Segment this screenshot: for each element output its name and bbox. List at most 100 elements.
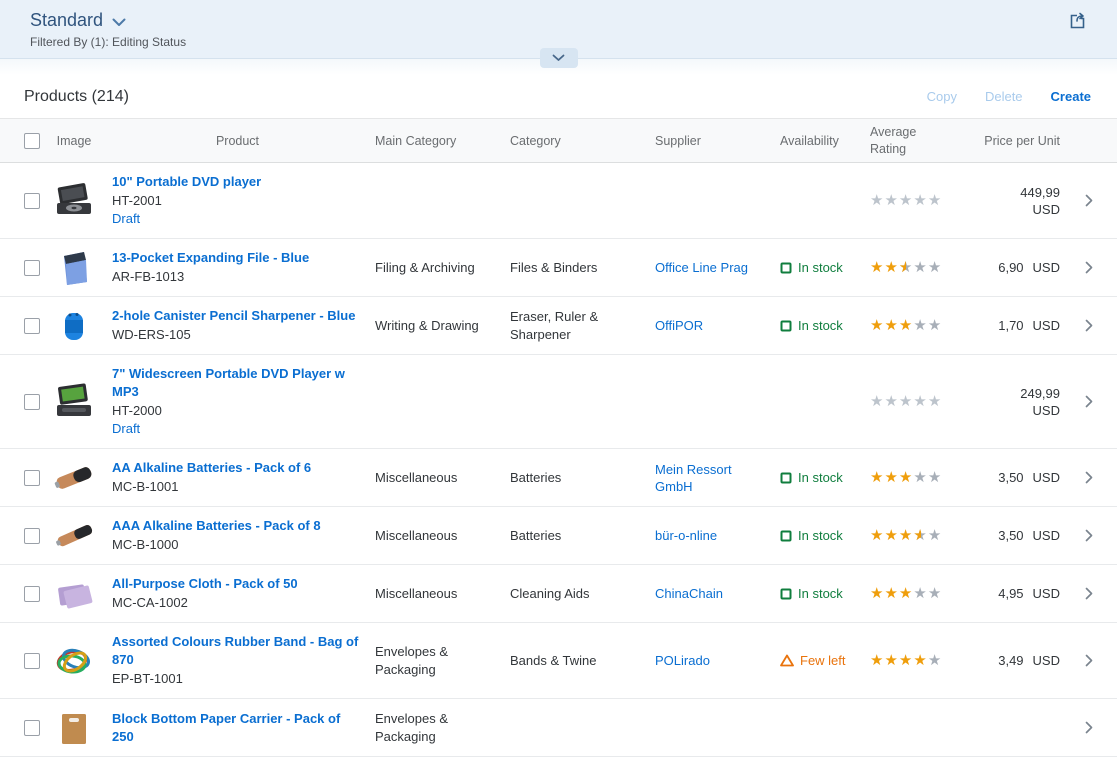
chevron-right-icon[interactable] <box>1085 471 1093 484</box>
column-header-average-rating[interactable]: Average Rating <box>870 124 917 156</box>
price-currency: USD <box>1032 470 1060 485</box>
supplier-link[interactable]: OffiPOR <box>655 318 704 333</box>
category: Bands & Twine <box>510 652 597 668</box>
price: 6,90 USD <box>990 259 1060 276</box>
product-image-battery-aa <box>52 458 96 498</box>
share-button[interactable] <box>1066 9 1089 35</box>
table-row[interactable]: All-Purpose Cloth - Pack of 50 MC-CA-1002… <box>0 565 1117 623</box>
chevron-right-icon[interactable] <box>1085 395 1093 408</box>
row-checkbox[interactable] <box>0 719 48 736</box>
square-outline-icon <box>780 262 792 274</box>
availability-cell: Few left <box>780 653 870 668</box>
average-rating-stars: ★ ★ ★ ★ ★ <box>870 191 943 209</box>
column-header-price-per-unit[interactable]: Price per Unit <box>984 133 1060 148</box>
create-button[interactable]: Create <box>1050 89 1091 104</box>
supplier-link[interactable]: POLirado <box>655 653 710 668</box>
product-link[interactable]: AA Alkaline Batteries - Pack of 6 <box>112 460 312 475</box>
row-checkbox[interactable] <box>0 192 48 209</box>
supplier-link[interactable]: Office Line Prag <box>655 260 748 275</box>
table-row[interactable]: AAA Alkaline Batteries - Pack of 8 MC-B-1… <box>0 507 1117 565</box>
column-header-main-category[interactable]: Main Category <box>375 133 457 148</box>
table-row[interactable]: Assorted Colours Rubber Band - Bag of 87… <box>0 623 1117 699</box>
row-checkbox[interactable] <box>0 585 48 602</box>
product-link[interactable]: AAA Alkaline Batteries - Pack of 8 <box>112 518 321 533</box>
product-link[interactable]: 7" Widescreen Portable DVD Player w MP3 <box>112 366 345 399</box>
product-link[interactable]: 2-hole Canister Pencil Sharpener - Blue <box>112 308 356 323</box>
chevron-down-icon[interactable] <box>112 18 126 27</box>
row-checkbox[interactable] <box>0 469 48 486</box>
price-currency: USD <box>1032 201 1060 217</box>
availability-cell: In stock <box>780 318 870 333</box>
column-header-product[interactable]: Product <box>215 133 260 148</box>
chevron-right-icon[interactable] <box>1085 529 1093 542</box>
chevron-right-icon[interactable] <box>1085 319 1093 332</box>
product-link[interactable]: 13-Pocket Expanding File - Blue <box>112 250 310 265</box>
table-row[interactable]: AA Alkaline Batteries - Pack of 6 MC-B-10… <box>0 449 1117 507</box>
product-id: HT-2001 <box>112 193 162 208</box>
main-category: Miscellaneous <box>375 527 458 543</box>
price: 3,50 USD <box>990 469 1060 486</box>
warning-triangle-icon <box>780 654 794 667</box>
product-id: MC-B-1001 <box>112 479 179 494</box>
table-title: Products (214) <box>24 87 129 105</box>
chevron-right-icon[interactable] <box>1085 654 1093 667</box>
row-checkbox[interactable] <box>0 527 48 544</box>
product-image-rubber-bands <box>52 641 96 681</box>
table-row[interactable]: 2-hole Canister Pencil Sharpener - Blue W… <box>0 297 1117 355</box>
variant-title[interactable]: Standard <box>30 10 104 30</box>
chevron-right-icon[interactable] <box>1085 721 1093 734</box>
row-checkbox[interactable] <box>0 393 48 410</box>
supplier-link[interactable]: ChinaChain <box>655 586 723 601</box>
average-rating-stars: ★★★★★★ <box>870 526 943 544</box>
table-row[interactable]: 13-Pocket Expanding File - Blue AR-FB-101… <box>0 239 1117 297</box>
row-checkbox[interactable] <box>0 317 48 334</box>
product-image-paper-carrier <box>54 708 94 748</box>
price-currency: USD <box>1032 528 1060 543</box>
availability-text: In stock <box>798 318 843 333</box>
copy-button[interactable]: Copy <box>926 89 957 104</box>
product-status: Draft <box>112 211 141 226</box>
product-link[interactable]: All-Purpose Cloth - Pack of 50 <box>112 576 298 591</box>
availability-text: In stock <box>798 528 843 543</box>
product-link[interactable]: 10" Portable DVD player <box>112 174 262 189</box>
column-header-category[interactable]: Category <box>510 133 561 148</box>
square-outline-icon <box>780 530 792 542</box>
product-image-battery-aaa <box>52 516 96 556</box>
row-checkbox[interactable] <box>0 652 48 669</box>
table-row[interactable]: Block Bottom Paper Carrier - Pack of 250… <box>0 699 1117 757</box>
table-row[interactable]: 7" Widescreen Portable DVD Player w MP3 H… <box>0 355 1117 449</box>
price-amount: 1,70 <box>998 318 1024 333</box>
column-header-supplier[interactable]: Supplier <box>655 133 701 148</box>
product-id: HT-2000 <box>112 403 162 418</box>
price: 449,99 USD <box>990 184 1060 218</box>
row-checkbox[interactable] <box>0 259 48 276</box>
table-row[interactable]: 10" Portable DVD player HT-2001 Draft ★ ★ ★ ★ ★… <box>0 163 1117 239</box>
supplier-link[interactable]: Mein Ressort GmbH <box>655 461 732 494</box>
price-amount: 6,90 <box>998 260 1024 275</box>
product-image-expanding-file <box>54 248 94 288</box>
category: Eraser, Ruler & Sharpener <box>510 308 599 342</box>
category: Files & Binders <box>510 259 598 275</box>
product-link[interactable]: Block Bottom Paper Carrier - Pack of 250 <box>112 710 341 744</box>
product-id: AR-FB-1013 <box>112 269 185 284</box>
delete-button[interactable]: Delete <box>984 89 1023 104</box>
product-image-dvd-player-green <box>53 382 95 422</box>
availability-cell: In stock <box>780 528 870 543</box>
average-rating-stars: ★★★★★★ <box>870 258 943 276</box>
product-link[interactable]: Assorted Colours Rubber Band - Bag of 87… <box>112 634 359 667</box>
main-category: Miscellaneous <box>375 585 458 601</box>
expand-header-button[interactable] <box>539 48 578 68</box>
column-header-availability[interactable]: Availability <box>780 133 839 148</box>
table-body: 10" Portable DVD player HT-2001 Draft ★ ★ ★ ★ ★… <box>0 163 1117 757</box>
chevron-right-icon[interactable] <box>1085 261 1093 274</box>
filter-bar: Standard Filtered By (1): Editing Status <box>0 0 1117 68</box>
select-all-checkbox[interactable] <box>0 132 48 149</box>
supplier-link[interactable]: bür-o-nline <box>655 528 718 543</box>
chevron-right-icon[interactable] <box>1085 587 1093 600</box>
price-amount: 3,49 <box>998 653 1024 668</box>
price-currency: USD <box>1032 402 1060 418</box>
chevron-right-icon[interactable] <box>1085 194 1093 207</box>
availability-cell: In stock <box>780 586 870 601</box>
average-rating-stars: ★ ★ ★ ★ ★ <box>870 584 943 602</box>
column-header-image[interactable]: Image <box>56 133 92 148</box>
